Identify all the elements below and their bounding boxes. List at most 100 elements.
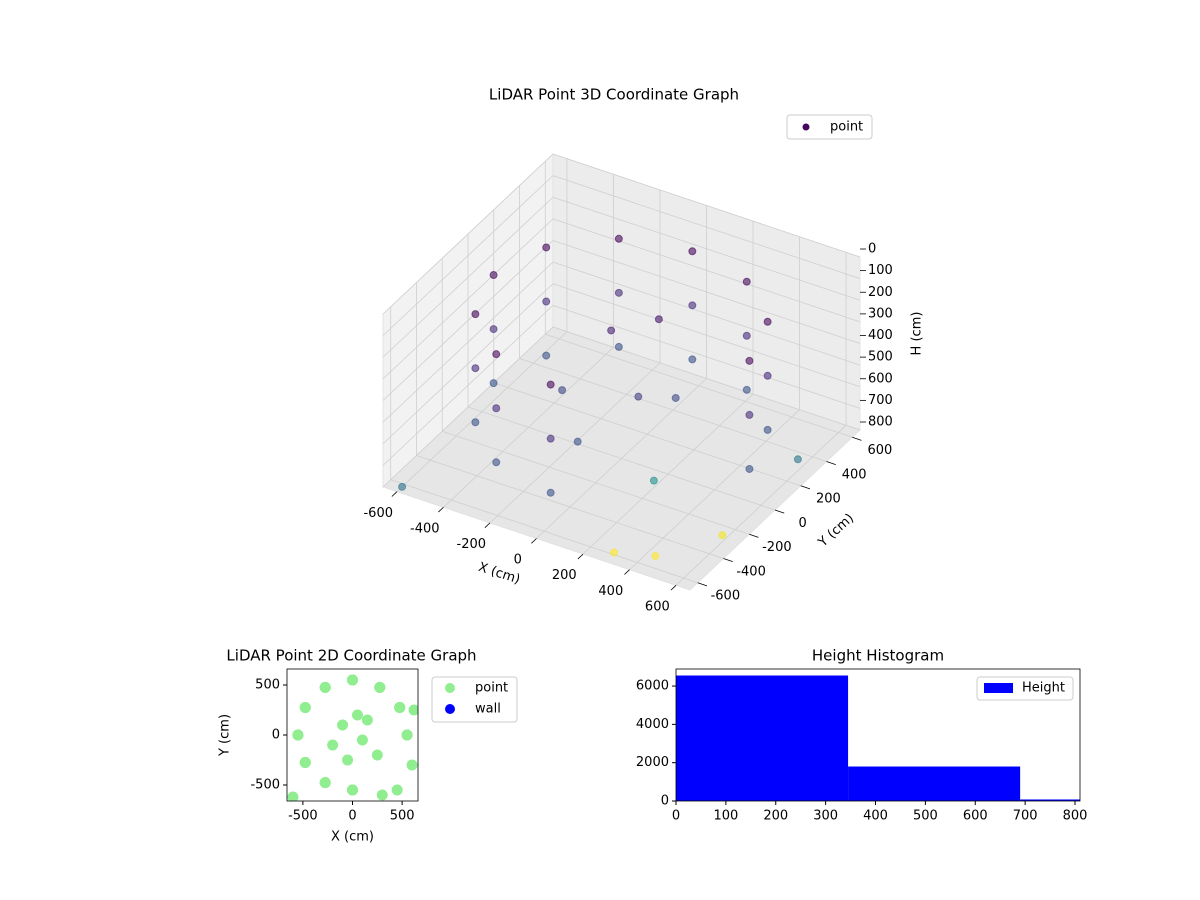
grid-line	[382, 175, 554, 336]
y-tick-label: 500	[255, 678, 280, 693]
x-tick-label: 200	[552, 568, 577, 583]
x-tick-label: 100	[713, 809, 738, 824]
grid-line	[552, 261, 861, 366]
grid-line	[552, 218, 861, 323]
grid-line	[467, 406, 776, 511]
grid-line	[382, 196, 554, 358]
y-tick-label: 2000	[636, 755, 669, 770]
chart-title: Height Histogram	[812, 647, 944, 665]
point	[299, 757, 311, 768]
grid-line	[552, 283, 861, 388]
x-tick-label: 500	[913, 809, 938, 824]
y-tick-label: 0	[798, 516, 806, 531]
point	[492, 404, 501, 413]
tick-mark	[800, 485, 811, 490]
y-tick-label: 6000	[636, 679, 669, 694]
point	[391, 784, 403, 796]
y-tick-label: 0	[661, 794, 669, 809]
point	[319, 777, 331, 789]
point	[614, 342, 623, 351]
grid-line	[552, 240, 861, 344]
legend-box	[786, 114, 873, 140]
z-tick-label: 300	[868, 306, 893, 321]
z-tick-label: 100	[868, 263, 893, 278]
legend-marker	[445, 704, 455, 714]
tick-mark	[670, 585, 677, 591]
point	[319, 681, 331, 693]
point	[401, 729, 413, 741]
grid-line	[390, 479, 698, 584]
x-tick-label: 200	[763, 809, 788, 824]
tick-mark	[577, 553, 584, 560]
point	[610, 548, 618, 557]
point	[546, 488, 555, 497]
tick-mark	[484, 522, 491, 528]
tick-mark	[749, 533, 759, 538]
point	[546, 380, 555, 389]
grid-line	[545, 333, 853, 438]
x-tick-label: 600	[645, 599, 670, 614]
point	[742, 277, 751, 286]
point	[406, 759, 418, 771]
point	[376, 789, 388, 801]
grid-line	[382, 283, 554, 445]
point	[546, 434, 555, 443]
point	[745, 464, 754, 473]
tick-mark	[438, 506, 444, 513]
y-tick-label: 0	[272, 728, 280, 743]
point	[763, 371, 772, 380]
y-tick-label: -600	[711, 588, 741, 603]
point	[471, 364, 480, 373]
point	[374, 681, 386, 693]
grid-line	[442, 430, 750, 535]
legend-marker	[445, 683, 455, 693]
point	[394, 702, 406, 713]
z-tick-label: 700	[868, 393, 893, 408]
grid-line	[382, 326, 554, 488]
point	[299, 702, 311, 713]
point	[573, 437, 582, 446]
axes-frame	[675, 668, 1081, 802]
legend-marker	[984, 683, 1013, 693]
grid-line	[552, 304, 861, 409]
x-tick-label: 500	[390, 809, 415, 824]
y-tick-label: -200	[762, 540, 792, 555]
plot-area	[287, 674, 418, 801]
point	[542, 243, 551, 252]
point	[763, 317, 772, 326]
x-tick-label: 700	[1013, 809, 1038, 824]
point	[634, 392, 643, 401]
tick-mark	[697, 582, 708, 587]
point	[763, 425, 772, 434]
chart-title: LiDAR Point 3D Coordinate Graph	[489, 86, 739, 104]
grid-line	[552, 153, 861, 258]
grid-line	[552, 326, 861, 431]
point	[614, 288, 623, 297]
x-tick-label: 800	[1063, 809, 1088, 824]
y-tick-label: -400	[736, 564, 766, 579]
plot-area	[676, 675, 1080, 801]
legend-label: point	[830, 120, 863, 135]
x-tick-label: -400	[410, 521, 440, 536]
grid-line	[552, 175, 861, 280]
point	[688, 247, 697, 256]
point	[492, 458, 501, 467]
grid-line	[416, 455, 724, 559]
point	[607, 326, 616, 335]
y-tick-label: -500	[250, 778, 280, 793]
x-tick-label: 300	[813, 809, 838, 824]
point	[745, 410, 754, 419]
y-axis-label: Y (cm)	[218, 714, 233, 757]
grid-line	[382, 261, 554, 423]
bar	[1020, 799, 1080, 801]
point	[688, 301, 697, 310]
x-tick-label: -200	[457, 537, 487, 552]
legend-label: point	[475, 681, 508, 696]
point	[742, 331, 751, 340]
grid-line	[382, 218, 554, 380]
point	[471, 418, 480, 427]
tick-mark	[723, 558, 733, 562]
point	[745, 356, 754, 365]
x-tick-label: 0	[348, 809, 356, 824]
